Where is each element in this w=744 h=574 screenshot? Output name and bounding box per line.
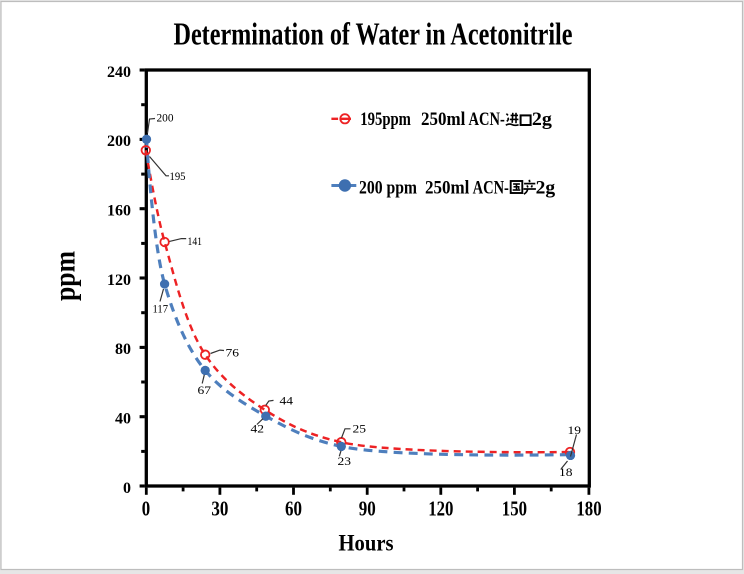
svg-text:240: 240 [107,64,131,81]
svg-text:Hours: Hours [339,530,394,555]
svg-text:42: 42 [251,424,265,436]
svg-text:Determination of Water in Acet: Determination of Water in Acetonitrile [174,17,573,52]
svg-text:40: 40 [115,411,131,428]
svg-text:0: 0 [142,496,150,520]
svg-text:2g: 2g [532,109,553,130]
svg-text:2g: 2g [536,177,556,198]
svg-text:30: 30 [211,496,228,520]
svg-text:90: 90 [359,496,376,520]
svg-text:44: 44 [280,396,294,408]
svg-text:200 ppm: 200 ppm [359,177,417,198]
svg-text:19: 19 [568,425,582,437]
svg-text:250ml: 250ml [425,177,469,198]
svg-text:141: 141 [188,236,203,248]
svg-text:195ppm: 195ppm [360,109,411,130]
svg-text:200: 200 [157,113,174,125]
svg-text:160: 160 [107,203,131,220]
svg-text:ACN-: ACN- [473,177,509,198]
svg-text:120: 120 [107,272,131,289]
svg-text:120: 120 [428,496,453,520]
svg-text:80: 80 [115,341,131,358]
svg-text:ppm: ppm [49,251,82,301]
svg-text:25: 25 [353,424,367,436]
svg-text:23: 23 [338,456,352,468]
svg-text:195: 195 [170,171,186,183]
svg-text:117: 117 [153,304,169,316]
svg-text:18: 18 [559,467,573,479]
svg-text:0: 0 [123,480,131,497]
svg-text:150: 150 [502,496,527,520]
svg-text:ACN-: ACN- [469,109,505,130]
svg-text:200: 200 [107,133,131,150]
svg-text:76: 76 [226,348,240,360]
svg-text:250ml: 250ml [421,109,465,130]
svg-text:180: 180 [576,496,601,520]
svg-text:67: 67 [198,385,212,397]
svg-text:60: 60 [285,496,302,520]
